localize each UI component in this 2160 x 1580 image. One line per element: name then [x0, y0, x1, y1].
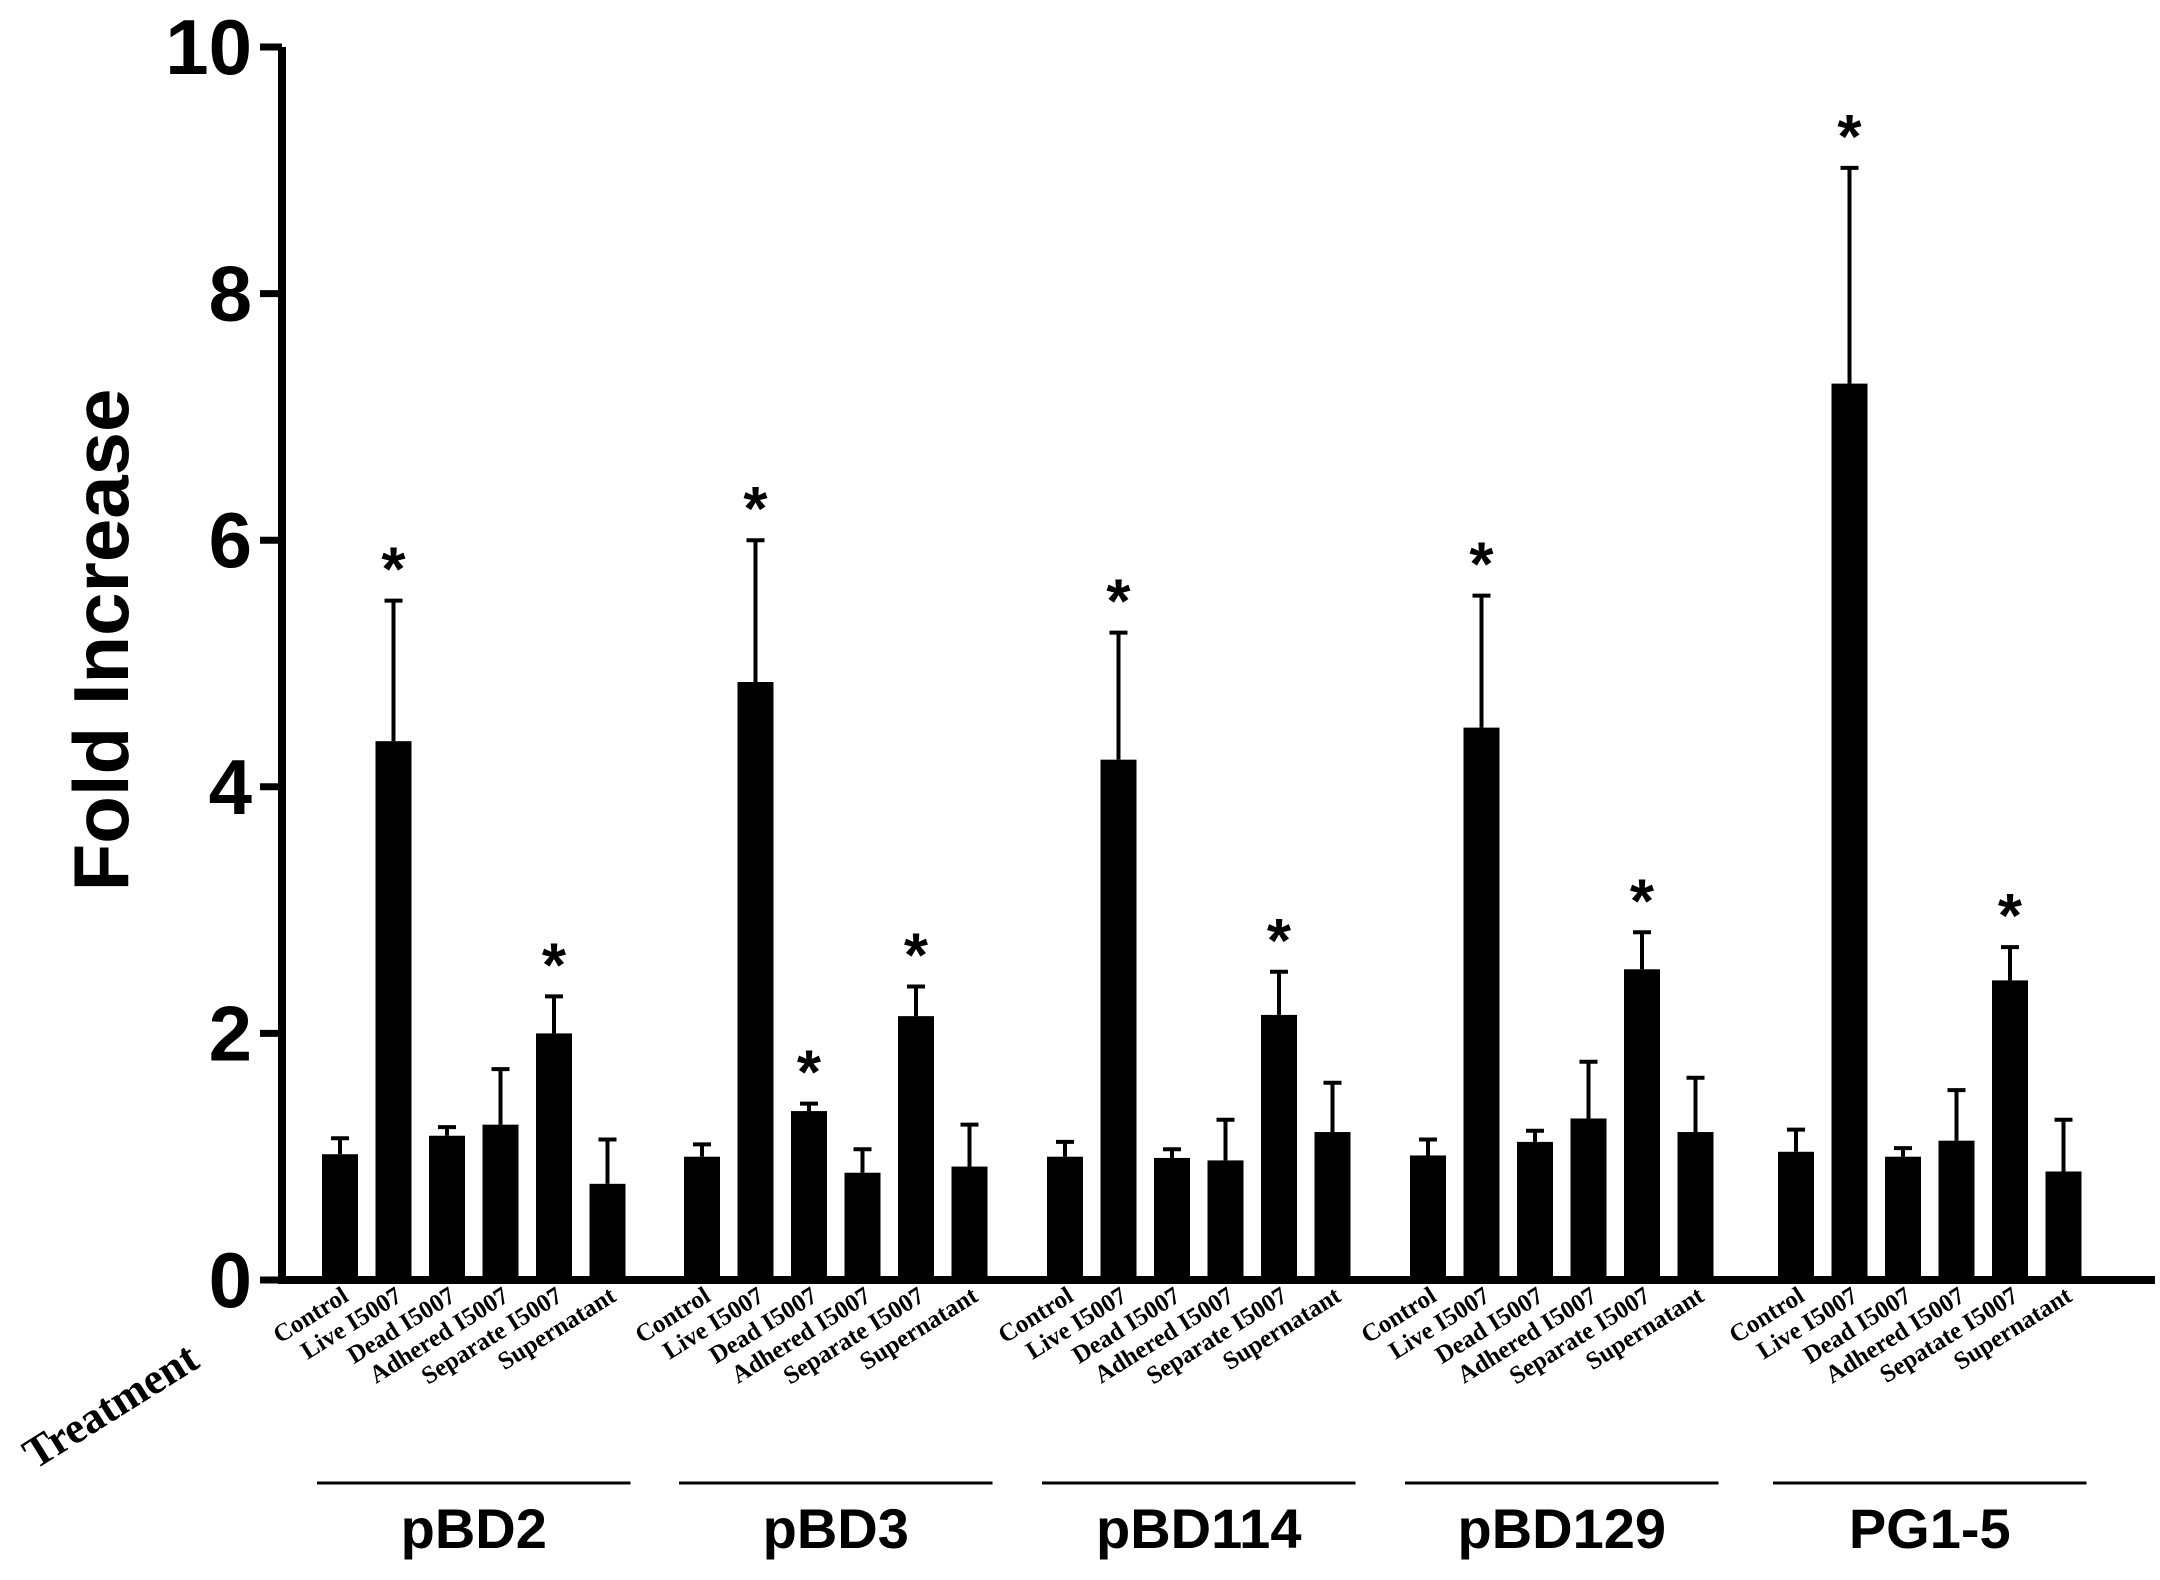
bar [791, 1111, 827, 1280]
significance-marker: * [797, 1039, 822, 1108]
bar [1047, 1156, 1083, 1280]
bar [536, 1033, 572, 1280]
bar [1938, 1140, 1975, 1280]
significance-marker: * [1469, 531, 1494, 600]
y-tick-label: 6 [209, 496, 252, 584]
bar [1261, 1014, 1297, 1280]
y-tick-label: 8 [209, 250, 252, 338]
significance-marker: * [1837, 103, 1862, 172]
y-axis-label: Fold Increase [57, 389, 145, 892]
bar [1517, 1141, 1553, 1280]
group-label: PG1-5 [1849, 1497, 2011, 1560]
bar [1992, 980, 2028, 1280]
bar [2045, 1171, 2082, 1280]
bar [1154, 1157, 1190, 1280]
bar [1463, 727, 1500, 1280]
y-tick-label: 2 [209, 989, 252, 1077]
significance-marker: * [381, 536, 406, 605]
bar [1207, 1160, 1244, 1280]
bar [1624, 969, 1660, 1280]
bar [1885, 1156, 1921, 1280]
bar [1314, 1132, 1351, 1280]
bar [322, 1154, 358, 1280]
bar [1410, 1155, 1446, 1280]
bar [429, 1135, 465, 1280]
group-label: pBD3 [763, 1497, 909, 1560]
significance-marker: * [542, 931, 567, 1000]
bar [1778, 1151, 1814, 1280]
significance-marker: * [904, 922, 929, 991]
y-tick-label: 10 [165, 3, 252, 91]
bar [1100, 759, 1137, 1280]
bar [737, 681, 774, 1280]
group-label: pBD2 [401, 1497, 547, 1560]
bar [951, 1166, 988, 1280]
x-axis-label: Treatment [14, 1333, 207, 1479]
significance-marker: * [1106, 568, 1131, 637]
bar [844, 1172, 881, 1280]
significance-marker: * [1267, 907, 1292, 976]
bars [322, 165, 2082, 1280]
group-label: pBD114 [1096, 1497, 1301, 1560]
bar [1570, 1118, 1607, 1280]
significance-marker: * [1630, 867, 1655, 936]
bar [375, 741, 412, 1280]
y-tick-label: 0 [209, 1236, 252, 1324]
y-tick-label: 4 [209, 743, 252, 831]
bar [898, 1016, 934, 1280]
bar [1677, 1132, 1714, 1280]
group-label: pBD129 [1457, 1497, 1666, 1560]
significance-marker: * [743, 475, 768, 544]
bar [684, 1156, 720, 1280]
bar [1831, 383, 1868, 1280]
significance-marker: * [1998, 882, 2023, 951]
bar [482, 1124, 519, 1280]
bar [589, 1183, 626, 1280]
